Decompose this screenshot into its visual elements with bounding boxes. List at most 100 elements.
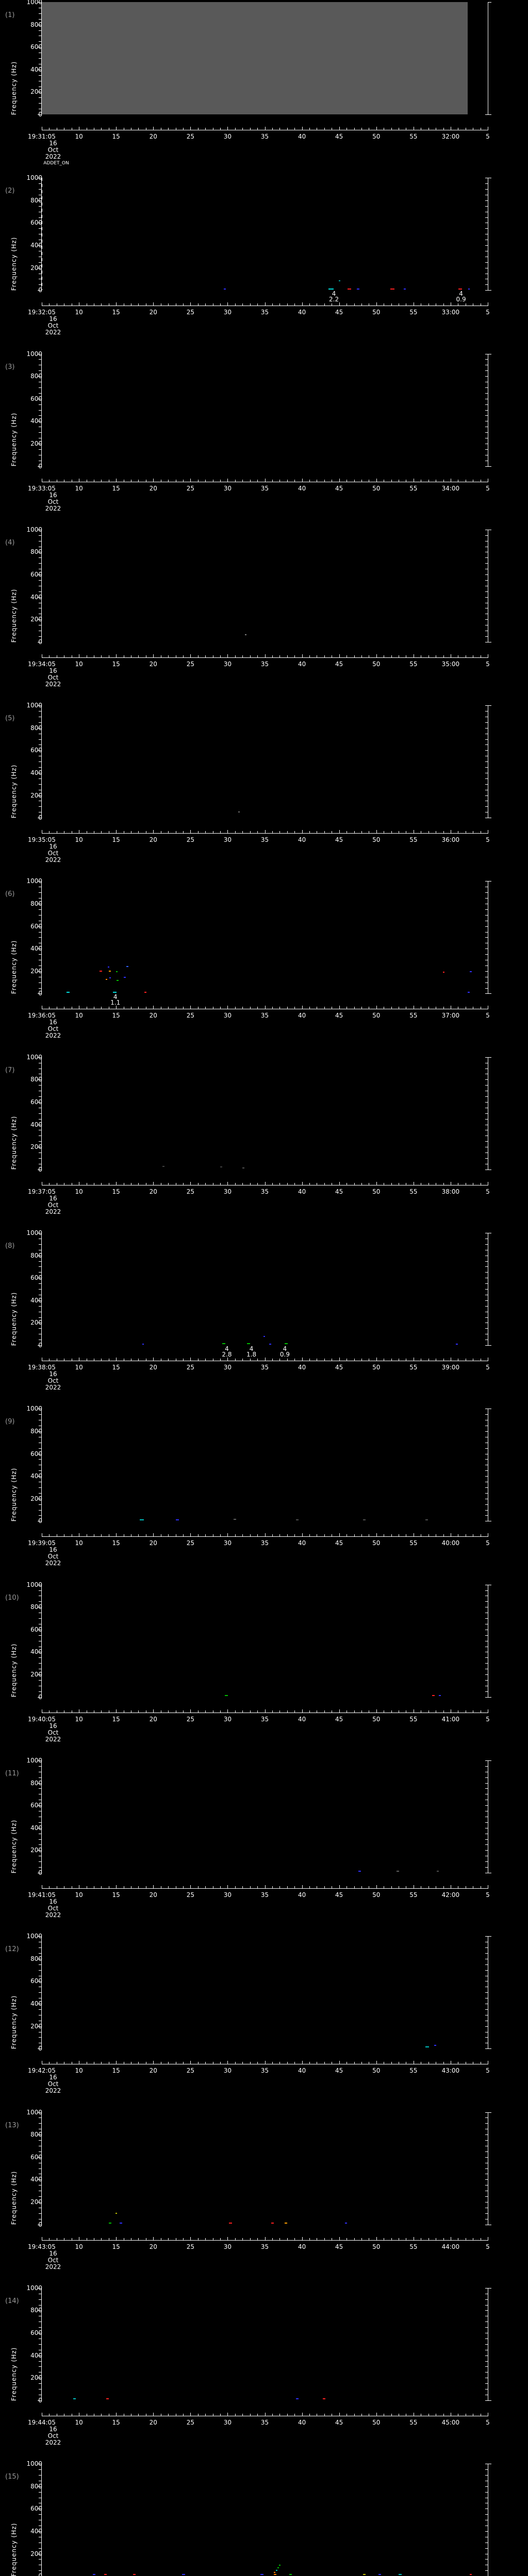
- x-tick: [227, 1709, 228, 1713]
- x-tick-minor: [443, 2238, 444, 2241]
- y-tick-label: 800: [30, 2307, 42, 2314]
- y-tick-minor: [39, 217, 42, 218]
- x-tick: [302, 1533, 303, 1537]
- x-tick: [190, 2412, 191, 2416]
- x-tick-label: 30: [223, 309, 232, 316]
- x-tick-minor: [443, 1886, 444, 1889]
- x-tick-minor: [250, 1886, 251, 1889]
- x-axis-date-year: 2022: [45, 1032, 61, 1040]
- x-tick-label: 55: [409, 1715, 418, 1723]
- x-tick-label: 25: [186, 1188, 194, 1195]
- right-axis-tick: [485, 2134, 488, 2136]
- y-tick-label: 1000: [26, 1229, 42, 1237]
- x-tick-minor: [205, 479, 206, 482]
- x-tick: [153, 2236, 154, 2241]
- y-tick-minor: [39, 183, 42, 184]
- detection-mark: [269, 1343, 272, 1345]
- x-tick-minor: [257, 831, 258, 834]
- y-tick-label: 0: [38, 638, 42, 646]
- x-tick-label: 19:43:05: [28, 2243, 56, 2250]
- y-tick-minor: [39, 2123, 42, 2124]
- x-tick-label: 40: [298, 1539, 306, 1547]
- x-tick-minor: [183, 1710, 184, 1713]
- x-tick-label: 25: [186, 133, 194, 140]
- x-tick: [153, 1358, 154, 1362]
- right-axis-tick: [485, 892, 488, 893]
- y-tick-label: 800: [30, 1076, 42, 1083]
- y-tick-minor: [39, 370, 42, 371]
- x-tick-minor: [391, 1182, 392, 1185]
- x-tick: [116, 1006, 117, 1010]
- y-tick-label: 600: [30, 1098, 42, 1106]
- x-tick-minor: [205, 831, 206, 834]
- x-tick-minor: [428, 831, 429, 834]
- detector-tag: ADDET_ON: [43, 161, 69, 166]
- x-tick-label: 20: [149, 836, 157, 844]
- y-tick: [38, 2157, 42, 2158]
- x-tick-minor: [257, 1007, 258, 1010]
- x-tick-minor: [197, 1359, 199, 1362]
- y-tick-minor: [39, 1515, 42, 1516]
- y-tick-label: 0: [38, 2045, 42, 2053]
- right-axis-tick: [485, 2559, 488, 2560]
- x-tick-minor: [428, 2238, 429, 2241]
- x-tick: [339, 302, 340, 307]
- y-tick-minor: [39, 1680, 42, 1681]
- x-axis-date-day: 16: [49, 2425, 57, 2433]
- y-tick-label: 800: [30, 196, 42, 204]
- x-tick-minor: [257, 1359, 258, 1362]
- x-tick-minor: [361, 831, 362, 834]
- y-tick-label: 200: [30, 1319, 42, 1327]
- right-axis-tick: [485, 1328, 488, 1329]
- x-tick: [116, 127, 117, 130]
- x-tick: [339, 2412, 340, 2416]
- right-axis-tick: [485, 705, 488, 706]
- x-tick-label: 35: [260, 1188, 269, 1195]
- x-tick-minor: [235, 1007, 236, 1010]
- y-tick: [38, 1057, 42, 1058]
- right-axis-tick: [485, 370, 488, 371]
- x-tick-minor: [279, 2238, 280, 2241]
- x-tick-minor: [220, 2238, 221, 2241]
- x-tick-label: 30: [223, 1012, 232, 1020]
- y-tick-label: 800: [30, 724, 42, 732]
- y-tick-minor: [39, 2344, 42, 2345]
- x-tick-label: 20: [149, 133, 157, 140]
- x-tick-label: 40: [298, 2067, 306, 2075]
- right-axis-tick: [485, 2213, 488, 2214]
- plot-area: [42, 1585, 488, 1697]
- y-tick-label: 200: [30, 2198, 42, 2206]
- x-tick: [227, 2061, 228, 2065]
- x-tick-label: 5: [486, 1364, 490, 1371]
- detection-mark: [455, 1343, 458, 1345]
- y-tick-label: 600: [30, 2153, 42, 2161]
- x-tick-minor: [309, 479, 310, 482]
- y-tick-minor: [39, 2366, 42, 2367]
- right-axis-tick: [485, 1964, 488, 1965]
- y-tick-minor: [39, 432, 42, 433]
- x-axis-date-month: Oct: [47, 673, 59, 681]
- y-tick-label: 800: [30, 1779, 42, 1787]
- x-tick: [153, 1885, 154, 1889]
- x-tick-minor: [443, 1007, 444, 1010]
- right-axis-cap-bottom: [488, 2048, 491, 2049]
- y-tick-label: 0: [38, 990, 42, 997]
- x-tick-label: 5: [486, 2418, 490, 2426]
- right-axis-tick: [485, 750, 488, 751]
- x-tick: [190, 1709, 191, 1713]
- right-axis-tick: [485, 2151, 488, 2152]
- x-tick-label: 55: [409, 660, 418, 668]
- x-tick: [339, 2236, 340, 2241]
- x-tick-minor: [428, 1886, 429, 1889]
- y-tick-label: 600: [30, 43, 42, 51]
- x-tick: [339, 654, 340, 658]
- plot-area: [42, 2288, 488, 2400]
- panel-index-label: (4): [5, 538, 15, 547]
- y-tick-minor: [39, 284, 42, 285]
- x-tick-minor: [257, 655, 258, 658]
- y-tick-minor: [39, 2299, 42, 2300]
- x-tick-minor: [183, 303, 184, 307]
- y-tick-minor: [39, 914, 42, 916]
- detection-mark: [105, 979, 107, 980]
- x-tick: [302, 2236, 303, 2241]
